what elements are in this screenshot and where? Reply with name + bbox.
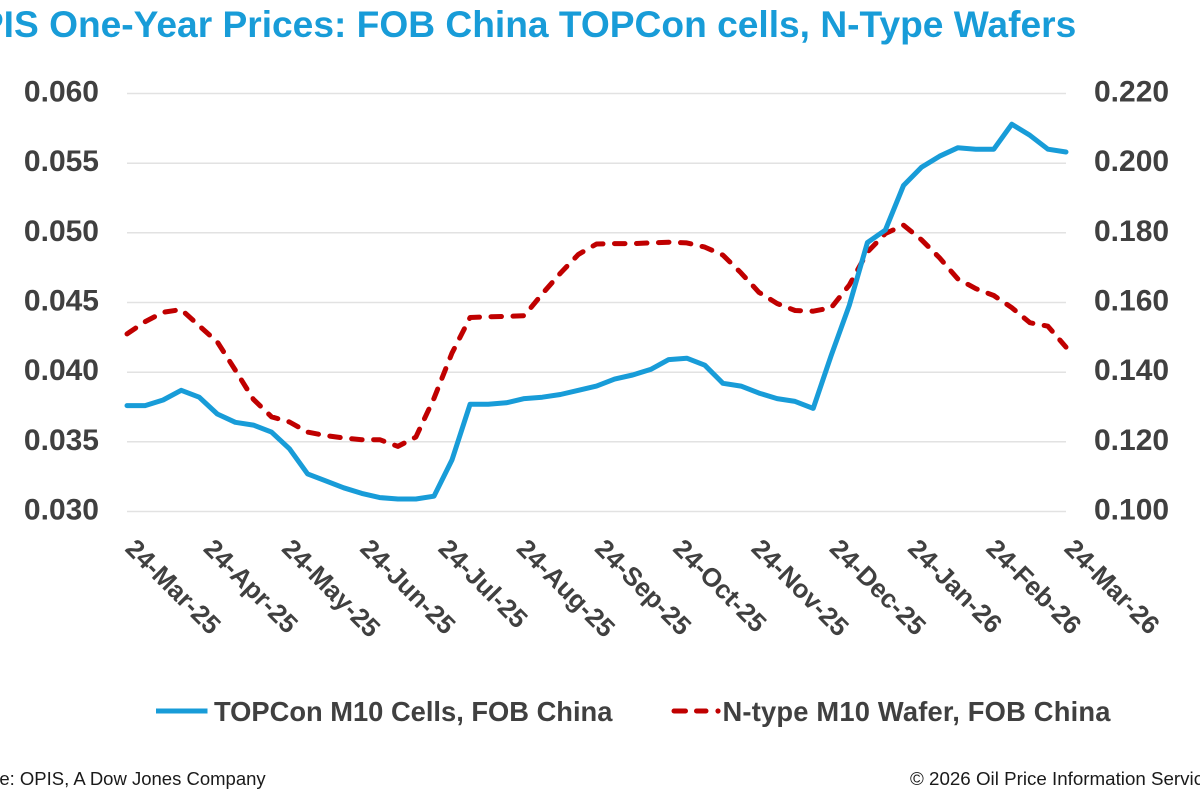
svg-text:0.120: 0.120 <box>1094 424 1169 457</box>
svg-text:0.055: 0.055 <box>24 145 99 178</box>
svg-text:0.040: 0.040 <box>24 354 99 387</box>
svg-text:0.140: 0.140 <box>1094 354 1169 387</box>
svg-text:OPIS One-Year Prices: FOB Chin: OPIS One-Year Prices: FOB China TOPCon c… <box>0 3 1076 45</box>
svg-text:0.045: 0.045 <box>24 285 99 318</box>
svg-text:0.050: 0.050 <box>24 215 99 248</box>
svg-text:0.180: 0.180 <box>1094 215 1169 248</box>
svg-text:0.200: 0.200 <box>1094 145 1169 178</box>
svg-text:0.100: 0.100 <box>1094 494 1169 527</box>
svg-text:TOPCon M10 Cells, FOB China: TOPCon M10 Cells, FOB China <box>214 696 613 727</box>
svg-text:N-type M10 Wafer, FOB China: N-type M10 Wafer, FOB China <box>723 696 1112 727</box>
svg-text:0.220: 0.220 <box>1094 76 1169 109</box>
svg-text:Source: OPIS, A Dow Jones Comp: Source: OPIS, A Dow Jones Company <box>0 768 266 789</box>
svg-text:0.160: 0.160 <box>1094 285 1169 318</box>
svg-text:0.035: 0.035 <box>24 424 99 457</box>
svg-text:0.060: 0.060 <box>24 76 99 109</box>
svg-text:© 2026 Oil Price Information S: © 2026 Oil Price Information Service <box>910 768 1200 789</box>
svg-text:0.030: 0.030 <box>24 494 99 527</box>
